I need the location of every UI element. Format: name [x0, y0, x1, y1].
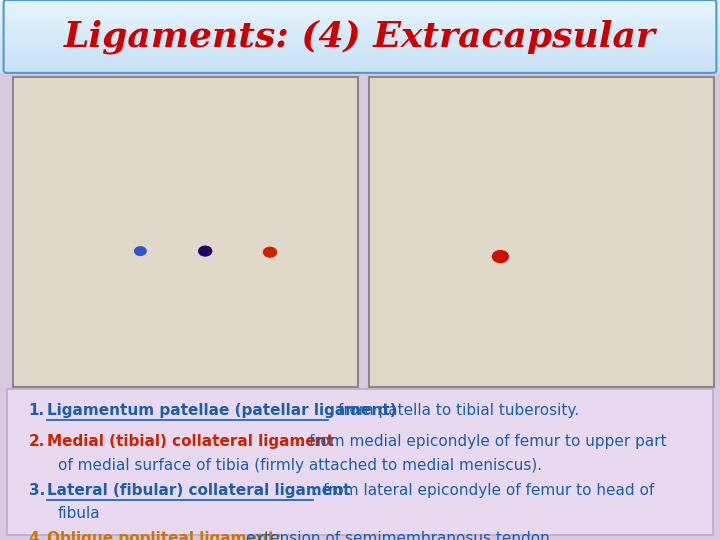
Bar [0, 45, 720, 46]
Bar [0, 66, 720, 67]
Bar [0, 65, 720, 66]
Bar [0, 21, 720, 22]
Bar [0, 28, 720, 29]
Text: : from lateral epicondyle of femur to head of: : from lateral epicondyle of femur to he… [313, 483, 654, 498]
Circle shape [492, 251, 508, 262]
Bar [0, 32, 720, 33]
Bar [0, 27, 720, 28]
Bar [0, 13, 720, 14]
Bar [0, 62, 720, 63]
Text: of medial surface of tibia (firmly attached to medial meniscus).: of medial surface of tibia (firmly attac… [58, 458, 541, 472]
Bar [0, 46, 720, 48]
Bar [0, 64, 720, 65]
Bar [0, 6, 720, 8]
Bar [0, 44, 720, 45]
Text: : from medial epicondyle of femur to upper part: : from medial epicondyle of femur to upp… [299, 434, 667, 449]
Bar [0, 0, 720, 1]
Text: 1.: 1. [29, 403, 45, 418]
Text: Ligamentum patellae (patellar ligament): Ligamentum patellae (patellar ligament) [47, 403, 397, 418]
Bar [0, 22, 720, 23]
Bar [0, 70, 720, 71]
Bar [0, 40, 720, 41]
Bar [0, 25, 720, 26]
Bar [0, 67, 720, 68]
Bar [0, 19, 720, 21]
Bar [0, 37, 720, 38]
Bar [0, 52, 720, 53]
Bar [7, 389, 713, 535]
Text: Lateral (fibular) collateral ligament: Lateral (fibular) collateral ligament [47, 483, 350, 498]
Text: : from patella to tibial tuberosity.: : from patella to tibial tuberosity. [328, 403, 579, 418]
Text: 4.: 4. [29, 531, 45, 540]
Bar [0, 38, 720, 39]
Bar [0, 72, 720, 73]
Bar [0, 53, 720, 54]
Bar [0, 49, 720, 50]
Text: Oblique popliteal ligament:: Oblique popliteal ligament: [47, 531, 282, 540]
Bar [0, 8, 720, 9]
Bar [0, 5, 720, 6]
Bar [0, 50, 720, 51]
Bar [0, 39, 720, 40]
Bar [0, 12, 720, 13]
Bar [0, 17, 720, 18]
Bar [0, 36, 720, 37]
Text: 3.: 3. [29, 483, 45, 498]
FancyBboxPatch shape [369, 77, 714, 387]
Bar [0, 43, 720, 44]
Bar [0, 24, 720, 25]
FancyBboxPatch shape [13, 77, 358, 387]
Circle shape [264, 247, 276, 257]
Bar [0, 2, 720, 3]
Bar [0, 4, 720, 5]
Text: Ligaments: (4) Extracapsular: Ligaments: (4) Extracapsular [64, 19, 656, 54]
Bar [0, 33, 720, 34]
Bar [0, 35, 720, 36]
Bar [0, 10, 720, 11]
Circle shape [199, 246, 212, 256]
Bar [0, 16, 720, 17]
Bar [0, 48, 720, 49]
Bar [0, 61, 720, 62]
Bar [0, 1, 720, 2]
Bar [0, 11, 720, 12]
Bar [0, 41, 720, 42]
Bar [0, 59, 720, 60]
Bar [0, 9, 720, 10]
Bar [0, 60, 720, 61]
Bar [0, 18, 720, 19]
Bar [0, 34, 720, 35]
Bar [0, 68, 720, 69]
Text: Medial (tibial) collateral ligament: Medial (tibial) collateral ligament [47, 434, 334, 449]
Bar [0, 3, 720, 4]
Bar [0, 42, 720, 43]
Text: 2.: 2. [29, 434, 45, 449]
Bar [0, 58, 720, 59]
Circle shape [135, 247, 146, 255]
Text: extension of semimembranosus tendon.: extension of semimembranosus tendon. [241, 531, 555, 540]
Bar [0, 56, 720, 57]
Bar [0, 55, 720, 56]
Bar [0, 31, 720, 32]
Bar [0, 71, 720, 72]
Bar [0, 57, 720, 58]
Bar [0, 29, 720, 30]
Bar [0, 23, 720, 24]
Bar [0, 63, 720, 64]
Bar [0, 54, 720, 55]
Bar [0, 14, 720, 15]
Bar [0, 15, 720, 16]
Bar [0, 30, 720, 31]
Bar [0, 51, 720, 52]
Bar [0, 26, 720, 27]
Bar [0, 69, 720, 70]
Text: fibula: fibula [58, 507, 100, 521]
